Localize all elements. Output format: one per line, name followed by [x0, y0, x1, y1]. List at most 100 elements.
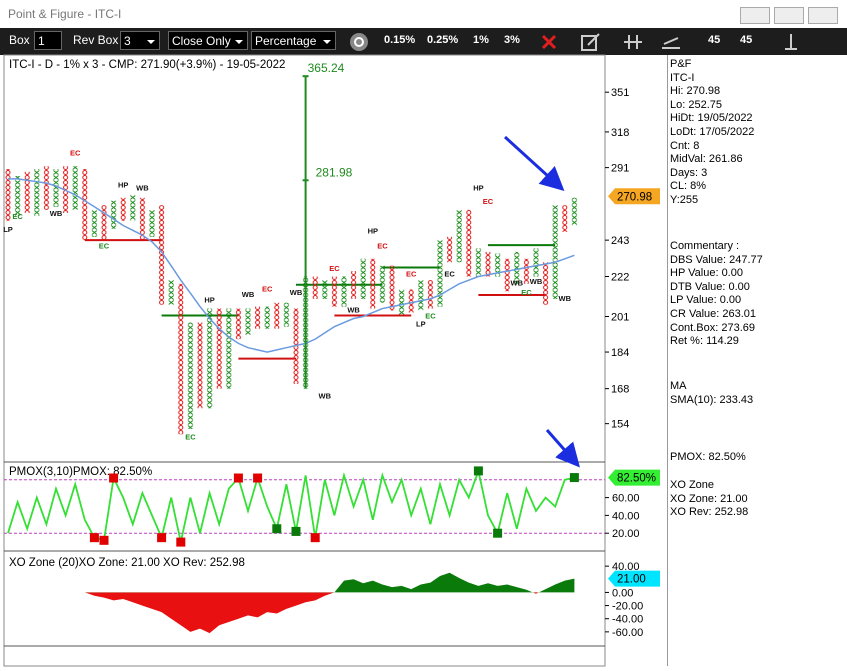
x-column — [379, 265, 386, 303]
o-column — [350, 271, 357, 299]
info-line: SMA(10): 233.43 — [670, 393, 754, 406]
cmp-tag: 270.98 — [617, 191, 652, 203]
signal-marker — [99, 535, 109, 545]
info-group: MA SMA(10): 233.43 — [670, 380, 753, 407]
info-line: LP Value: 0.00 — [670, 294, 742, 307]
close-button[interactable] — [808, 7, 838, 24]
preset-button[interactable]: 1% — [473, 34, 489, 46]
info-line: XO Zone: 21.00 — [670, 492, 748, 505]
y-tick-label: 40.00 — [612, 510, 640, 522]
o-column — [465, 209, 472, 277]
o-column — [485, 251, 491, 277]
hline-icon[interactable] — [622, 32, 644, 52]
x-column — [360, 258, 367, 299]
o-column — [139, 197, 146, 241]
minimize-button[interactable] — [740, 7, 770, 24]
x-column — [245, 308, 251, 335]
info-line: Cont.Box: 273.69 — [670, 321, 756, 334]
pattern-label: EC — [444, 270, 455, 279]
box-input[interactable]: 1 — [34, 31, 62, 50]
o-column — [542, 262, 549, 305]
x-column — [341, 276, 347, 307]
info-line: XO Rev: 252.98 — [670, 506, 749, 519]
x-column — [149, 209, 155, 237]
signal-marker — [157, 533, 167, 543]
y-tick-label: 222 — [611, 272, 629, 284]
window-title: Point & Figure - ITC-I — [8, 7, 122, 21]
preset-button[interactable]: 3% — [504, 34, 520, 46]
y-tick-label: 291 — [611, 163, 629, 175]
draw-icon[interactable] — [580, 32, 602, 52]
x-column — [571, 197, 578, 226]
panel-title: PMOX(3,10)PMOX: 82.50% — [9, 466, 152, 478]
xo-area — [8, 572, 575, 634]
target-label: 281.98 — [316, 165, 353, 179]
info-group: PMOX: 82.50% — [670, 451, 746, 465]
angle-button[interactable]: 45 — [708, 34, 721, 46]
info-line: PMOX: 82.50% — [670, 451, 746, 463]
pattern-label: WB — [511, 279, 524, 288]
pattern-label: EC — [12, 212, 23, 221]
angle-button[interactable]: 45 — [740, 34, 753, 46]
o-column — [5, 169, 11, 221]
info-line: P&F — [670, 58, 692, 70]
o-column — [197, 322, 203, 409]
maximize-button[interactable] — [774, 7, 804, 24]
signal-marker — [233, 473, 243, 483]
info-line: Hi: 270.98 — [670, 85, 721, 98]
pattern-label: WB — [319, 391, 332, 400]
signal-marker — [89, 533, 99, 543]
delete-icon[interactable] — [540, 33, 558, 51]
rev-box-select[interactable]: 3 — [120, 31, 160, 50]
pattern-label: EC — [483, 197, 494, 206]
info-panel: P&F ITC-I Hi: 270.98 Lo: 252.75 HiDt: 19/05/… — [667, 55, 846, 666]
pattern-label: EC — [70, 148, 81, 157]
refresh-icon[interactable] — [348, 31, 370, 53]
info-line: XO Zone — [670, 479, 715, 491]
preset-button[interactable]: 0.25% — [427, 34, 459, 46]
info-line: Lo: 252.75 — [670, 98, 722, 111]
signal-marker — [272, 524, 282, 534]
method-select[interactable]: Close Only — [168, 31, 248, 50]
chart-title: ITC-I - D - 1% x 3 - CMP: 271.90(+3.9%) … — [9, 59, 285, 71]
info-line: HiDt: 19/05/2022 — [670, 112, 753, 125]
value-tag: 82.50% — [617, 473, 656, 485]
signal-marker — [310, 533, 320, 543]
x-column — [494, 253, 501, 277]
info-group: P&F ITC-I Hi: 270.98 Lo: 252.75 HiDt: 19/05/… — [670, 58, 754, 208]
o-column — [523, 258, 530, 284]
info-line: Cnt: 8 — [670, 139, 700, 152]
signal-marker — [493, 528, 503, 538]
o-column — [408, 289, 415, 313]
rev-box-label: Rev Box — [73, 33, 119, 47]
o-column — [235, 308, 242, 340]
scale-select[interactable]: Percentage — [251, 31, 336, 50]
pattern-label: EC — [406, 270, 417, 279]
pattern-label: EC — [377, 242, 388, 251]
preset-button[interactable]: 0.15% — [384, 34, 416, 46]
signal-marker — [176, 537, 186, 547]
info-line: LoDt: 17/05/2022 — [670, 125, 755, 138]
o-column — [177, 283, 184, 435]
ma-line — [8, 178, 575, 353]
y-tick-label: 351 — [611, 87, 629, 99]
arrow — [545, 429, 580, 468]
o-column — [158, 205, 165, 305]
pattern-label: LP — [3, 225, 13, 234]
o-column — [43, 166, 50, 210]
x-column — [91, 209, 98, 237]
pattern-label: EC — [425, 311, 436, 320]
x-column — [264, 306, 271, 329]
pattern-label: HP — [368, 227, 378, 236]
signal-marker — [109, 473, 119, 483]
y-tick-label: 201 — [611, 311, 629, 323]
x-column — [513, 251, 520, 284]
y-tick-label: 243 — [611, 235, 629, 247]
vline-icon[interactable] — [780, 32, 802, 52]
info-line: CR Value: 263.01 — [670, 307, 757, 320]
y-tick-label: 154 — [611, 419, 629, 431]
x-column — [168, 280, 175, 305]
trend-icon[interactable] — [660, 32, 682, 52]
y-tick-label: 60.00 — [612, 493, 640, 505]
y-tick-label: 40.00 — [612, 561, 640, 573]
